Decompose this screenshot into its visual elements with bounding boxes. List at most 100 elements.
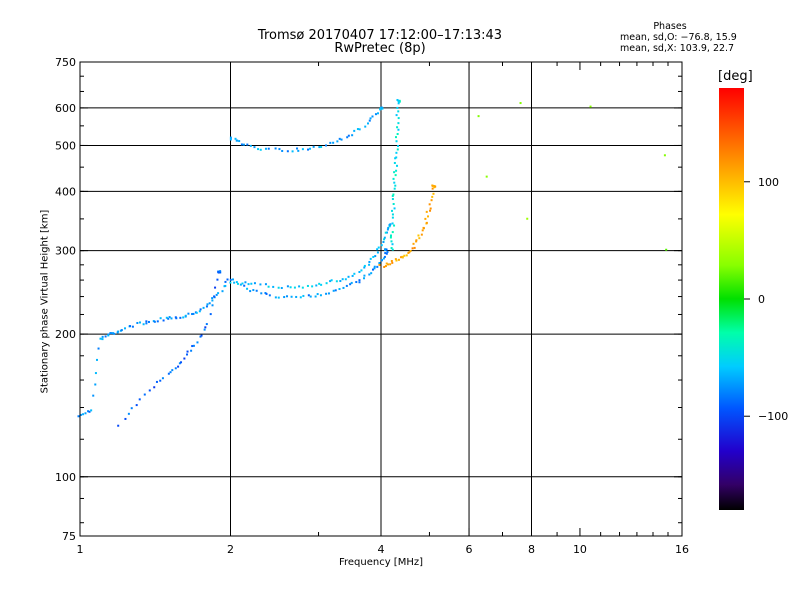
data-point [94,372,97,375]
data-point [327,292,330,295]
data-point [344,278,347,281]
data-point [236,282,239,285]
data-point [396,106,399,109]
data-point [155,380,158,383]
data-point [234,137,237,140]
data-point [117,424,120,427]
data-point [407,251,410,254]
data-point [335,280,338,283]
data-point [526,217,529,220]
data-point [388,224,391,227]
data-point [221,290,224,293]
data-point [129,325,132,328]
data-point [345,284,348,287]
data-point [297,149,300,152]
data-point [485,175,488,178]
data-point [340,138,343,141]
x-tick-label: 1 [77,543,84,556]
data-point [380,259,383,262]
data-point [394,136,397,139]
data-point [301,148,304,151]
data-point [131,325,134,328]
data-point [148,389,151,392]
data-point [265,292,268,295]
data-point [395,114,398,117]
data-point [355,281,358,284]
colorbar-label: [deg] [718,69,753,84]
data-point [325,292,328,295]
data-point [358,128,361,131]
data-point [180,361,183,364]
data-point [387,263,390,266]
data-point [431,184,434,187]
data-point [190,349,193,352]
data-point [427,215,430,218]
data-point [422,226,425,229]
x-tick-label: 8 [528,543,535,556]
data-point [291,150,294,153]
data-point [124,417,127,420]
stats-x: mean, sd,X: 103.9, 22.7 [620,43,735,54]
data-point [277,286,280,289]
data-point [97,347,100,350]
data-point [393,187,396,190]
data-point [384,252,387,255]
data-point [241,282,244,285]
data-point [349,283,352,286]
data-point [396,126,399,129]
data-point [143,393,146,396]
data-point [420,233,423,236]
data-point [250,282,253,285]
data-point [383,236,386,239]
data-point [396,164,399,167]
data-point [183,357,186,360]
data-point [351,274,354,277]
data-point [412,242,415,245]
data-point [325,282,328,285]
data-point [218,271,221,274]
x-tick-label: 16 [675,543,689,556]
data-point [315,284,318,287]
data-point [101,335,104,338]
data-point [211,304,214,307]
data-point [139,321,142,324]
data-point [396,98,399,101]
data-point [243,284,246,287]
data-point [191,313,194,316]
data-point [428,203,431,206]
data-point [342,286,345,289]
data-point [192,312,195,315]
data-point [477,115,480,118]
y-tick-label: 600 [55,102,76,115]
data-point [409,249,412,252]
data-point [255,289,258,292]
data-point [113,332,116,335]
data-point [372,255,375,258]
data-point [92,394,95,397]
data-point [231,278,234,281]
data-point [382,241,385,244]
data-point [202,306,205,309]
data-point [257,148,260,151]
data-point [311,285,314,288]
data-point [165,316,168,319]
data-point [316,293,319,296]
data-point [391,198,394,201]
data-point [397,145,400,148]
data-point [341,278,344,281]
data-point [384,265,387,268]
data-point [247,283,250,286]
data-point [431,187,434,190]
data-point [88,410,91,413]
data-point [431,195,434,198]
data-point [388,225,391,228]
chart-title-line1: Tromsø 20170407 17:12:00–17:13:43 [257,28,503,43]
data-point [127,412,130,415]
data-point [395,151,398,154]
chart-title-line2: RwPretec (8p) [334,41,426,56]
data-point [229,278,232,281]
data-point [104,335,107,338]
data-point [389,234,392,237]
data-point [378,263,381,266]
